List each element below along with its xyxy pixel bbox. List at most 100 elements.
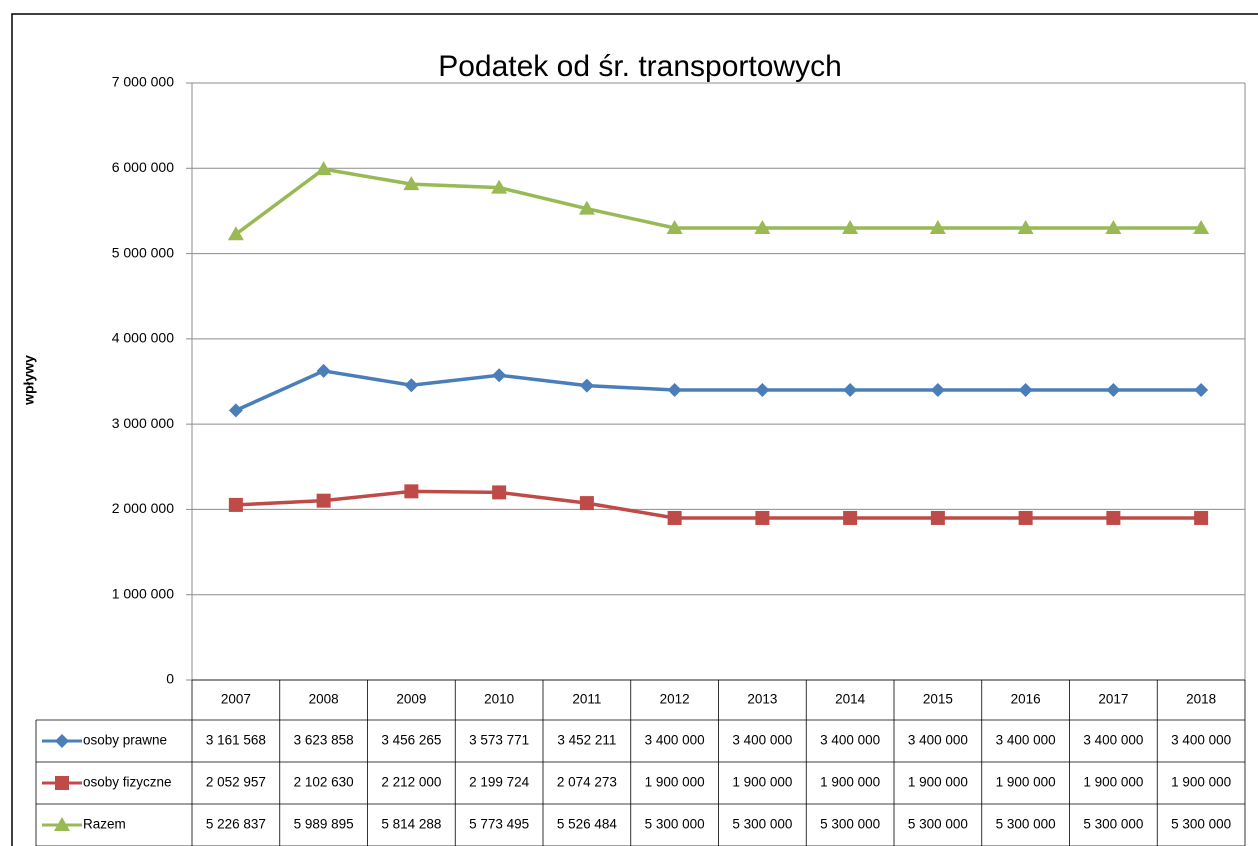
data-label: 5 226 837 [206,817,266,832]
data-label: 5 300 000 [820,817,880,832]
marker [227,226,244,241]
data-label: 5 989 895 [294,817,354,832]
x-tick-label: 2013 [747,692,777,707]
chart-title: Podatek od śr. transportowych [438,50,842,83]
marker [579,496,594,511]
marker [843,383,858,398]
x-tick-label: 2007 [221,692,251,707]
data-label: 3 573 771 [469,733,529,748]
data-label: 5 300 000 [732,817,792,832]
data-label: 3 623 858 [294,733,354,748]
x-tick-label: 2010 [484,692,514,707]
marker [403,176,420,191]
data-label: 1 900 000 [732,775,792,790]
series-line [235,489,1202,520]
legend-label: osoby prawne [83,733,167,748]
marker [755,510,770,525]
data-label: 5 300 000 [1083,817,1143,832]
marker [842,219,859,234]
marker [492,368,507,383]
data-label: 5 300 000 [996,817,1056,832]
data-label: 3 452 211 [557,733,616,748]
marker [1106,383,1121,398]
data-label: 5 300 000 [645,817,705,832]
marker [666,219,683,234]
x-tick-label: 2012 [660,692,690,707]
y-tick-label: 2 000 000 [112,500,174,516]
marker [929,219,946,234]
data-label: 1 900 000 [1171,775,1231,790]
data-label: 1 900 000 [908,775,968,790]
x-tick-label: 2011 [572,692,601,707]
series-line [235,369,1202,412]
legend-label: osoby fizyczne [83,775,172,790]
data-label: 2 102 630 [294,775,354,790]
marker [755,383,770,398]
x-tick-label: 2016 [1011,692,1041,707]
marker [316,493,331,508]
marker [667,510,682,525]
data-label: 2 199 724 [469,775,530,790]
y-tick-label: 7 000 000 [112,74,174,90]
marker [315,161,332,176]
marker [228,403,243,418]
data-label: 3 400 000 [996,733,1056,748]
marker [1017,219,1034,234]
marker [930,510,945,525]
legend-label: Razem [83,817,126,832]
marker [316,363,331,378]
marker [1194,383,1209,398]
data-label: 1 900 000 [645,775,705,790]
marker [579,378,594,393]
legend-marker [55,734,69,748]
data-label: 2 052 957 [206,775,266,790]
marker [404,484,419,499]
y-tick-label: 4 000 000 [112,330,174,346]
data-label: 5 300 000 [1171,817,1231,832]
data-label: 1 900 000 [1083,775,1143,790]
marker [1194,510,1209,525]
data-label: 5 814 288 [381,817,441,832]
data-label: 3 400 000 [732,733,792,748]
y-tick-label: 5 000 000 [112,244,174,260]
data-label: 3 400 000 [820,733,880,748]
marker [843,510,858,525]
data-label: 2 212 000 [381,775,441,790]
legend-marker [54,817,70,831]
data-label: 3 400 000 [908,733,968,748]
data-label: 3 400 000 [1171,733,1231,748]
marker [491,179,508,194]
series-line [234,167,1202,236]
x-tick-label: 2008 [309,692,339,707]
marker [754,219,771,234]
y-tick-label: 1 000 000 [112,585,174,601]
data-label: 5 773 495 [469,817,529,832]
marker [404,378,419,393]
x-tick-label: 2015 [923,692,953,707]
data-label: 5 300 000 [908,817,968,832]
x-tick-label: 2009 [396,692,426,707]
data-label: 3 400 000 [1083,733,1143,748]
y-tick-label: 0 [166,671,174,687]
x-tick-label: 2018 [1186,692,1216,707]
x-tick-label: 2014 [835,692,866,707]
data-label: 5 526 484 [557,817,618,832]
marker [1105,219,1122,234]
marker [1106,510,1121,525]
x-tick-label: 2017 [1098,692,1128,707]
marker [492,485,507,500]
data-label: 1 900 000 [820,775,880,790]
data-label: 3 456 265 [381,733,441,748]
chart-border [11,13,1258,846]
y-axis-label: wpływy [21,355,37,406]
y-tick-label: 6 000 000 [112,159,174,175]
legend-marker [55,776,69,790]
marker [578,200,595,215]
data-label: 3 400 000 [645,733,705,748]
marker [930,383,945,398]
data-label: 3 161 568 [206,733,266,748]
marker [228,497,243,512]
data-label: 1 900 000 [996,775,1056,790]
marker [1018,510,1033,525]
